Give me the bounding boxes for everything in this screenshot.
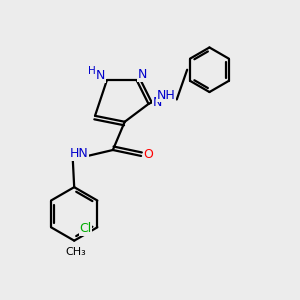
Text: Cl: Cl <box>80 222 92 235</box>
Text: N: N <box>96 69 105 82</box>
Text: N: N <box>138 68 147 81</box>
Text: H: H <box>88 66 96 76</box>
Text: CH₃: CH₃ <box>65 247 86 257</box>
Text: NH: NH <box>157 88 176 101</box>
Text: HN: HN <box>69 147 88 160</box>
Text: O: O <box>144 148 154 161</box>
Text: N: N <box>153 96 162 109</box>
